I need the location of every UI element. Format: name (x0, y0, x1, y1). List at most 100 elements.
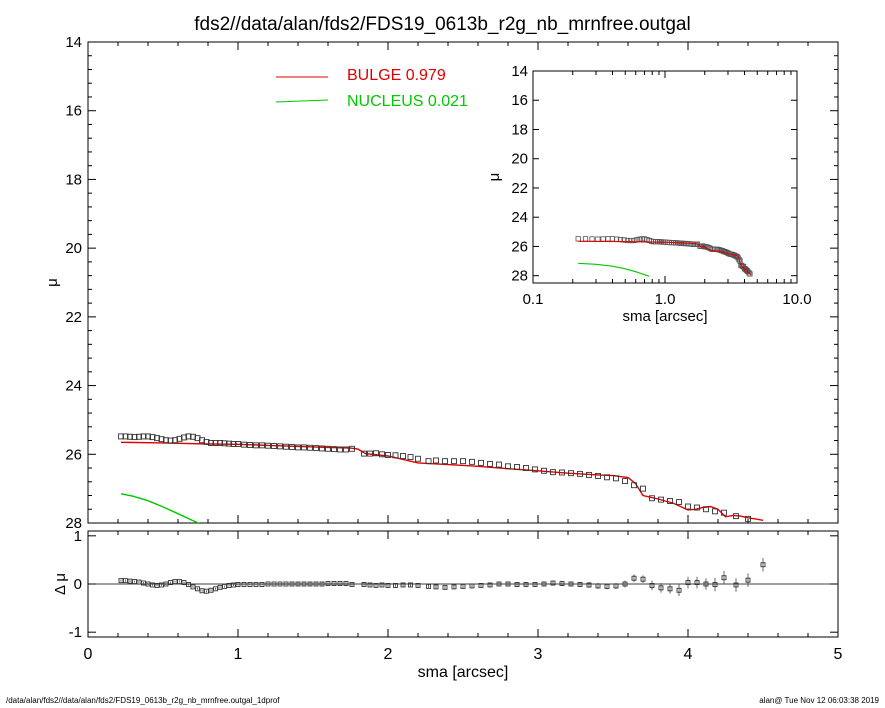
main-data-point (532, 466, 538, 473)
main-data-point (694, 504, 700, 511)
main-data-point (253, 442, 259, 449)
residual-data-point (595, 583, 601, 589)
residual-data-point (319, 581, 325, 587)
inset-y-axis-label: μ (486, 173, 503, 182)
main-data-point (172, 437, 178, 444)
inset-y-tick-label: 16 (511, 92, 528, 109)
residual-y-axis-label: Δ μ (52, 573, 69, 595)
residual-data-point (685, 580, 691, 586)
main-data-point (373, 450, 379, 457)
main-data-point (145, 433, 151, 440)
main-data-point (122, 433, 129, 440)
main-data-point (295, 444, 301, 451)
residual-data-point (604, 583, 610, 589)
inset-data-point (739, 263, 745, 269)
main-data-point (407, 454, 414, 460)
main-y-tick-label: 14 (65, 34, 82, 51)
main-data-point (685, 503, 691, 510)
main-data-point (425, 458, 432, 465)
residual-data-point (337, 581, 343, 586)
inset-y-tick-label: 18 (511, 121, 528, 138)
residual-data-point (247, 582, 253, 587)
residual-data-point (186, 582, 191, 587)
legend-label-nucleus: NUCLEUS 0.021 (347, 93, 468, 110)
residual-data-point (172, 579, 178, 585)
main-data-point (442, 458, 448, 465)
residual-data-point (408, 582, 413, 588)
legend-swatch-nucleus (275, 99, 329, 103)
main-data-point (221, 440, 228, 447)
main-data-point (568, 470, 574, 477)
main-data-point (203, 438, 210, 445)
residual-data-point (393, 582, 398, 588)
main-data-point (283, 443, 289, 450)
residual-data-point (667, 586, 673, 592)
residual-data-point (349, 582, 355, 587)
residual-data-point (231, 582, 236, 588)
main-data-point (595, 472, 601, 479)
inset-x-tick-label: 10.0 (782, 291, 811, 308)
main-data-point (176, 435, 183, 442)
residual-data-point (259, 582, 265, 587)
residual-data-point (622, 581, 628, 587)
residual-data-point (760, 562, 766, 568)
residual-data-point (159, 582, 164, 588)
main-data-point (367, 450, 373, 457)
residual-y-tick-label: -1 (69, 624, 82, 641)
main-y-tick-label: 24 (65, 378, 82, 395)
residual-data-point (721, 575, 727, 581)
residual-data-point (442, 584, 448, 590)
main-data-point (733, 513, 739, 520)
inset-y-tick-label: 28 (511, 268, 528, 285)
residual-data-point (177, 579, 182, 585)
inset-x-axis-label: sma [arcsec] (622, 308, 707, 325)
residual-data-point (505, 581, 511, 587)
main-data-point (613, 475, 619, 482)
main-data-point (703, 506, 709, 513)
residual-data-point (469, 583, 475, 589)
main-data-point (307, 444, 313, 451)
residual-data-point (523, 582, 529, 587)
residual-x-tick-label: 1 (234, 646, 243, 663)
main-data-point (127, 433, 133, 440)
residual-data-point (640, 576, 646, 582)
residual-data-point (541, 581, 547, 587)
main-y-tick-label: 22 (65, 309, 82, 326)
residual-data-point (307, 581, 313, 587)
residual-data-point (712, 582, 718, 587)
residual-x-tick-label: 4 (684, 646, 693, 663)
residual-data-point (145, 581, 151, 587)
residual-data-point (208, 587, 214, 593)
residual-data-point (150, 582, 155, 588)
main-data-point (712, 508, 718, 515)
residual-data-point (325, 581, 331, 586)
residual-data-point (295, 581, 301, 587)
residual-data-point (703, 581, 709, 587)
residual-data-point (190, 584, 196, 590)
residual-data-point (265, 581, 271, 587)
residual-data-point (277, 581, 283, 587)
main-y-tick-label: 20 (65, 240, 82, 257)
main-data-point (631, 482, 637, 489)
residual-data-point (141, 580, 146, 586)
residual-data-point (745, 577, 751, 583)
residual-data-point (400, 582, 406, 588)
main-data-point (505, 463, 511, 470)
main-data-point (301, 444, 307, 451)
main-data-point (167, 437, 174, 444)
main-data-point (181, 434, 187, 441)
residual-data-point (451, 584, 457, 590)
inset-data-point (575, 236, 581, 242)
main-data-point (319, 445, 325, 452)
main-data-point (469, 458, 475, 465)
main-data-point (265, 442, 271, 449)
main-data-point (241, 441, 247, 448)
main-data-point (379, 451, 385, 458)
main-data-point (235, 441, 241, 447)
main-data-point (313, 445, 319, 452)
main-data-point (208, 439, 214, 446)
residual-data-point (301, 581, 307, 587)
main-data-point (586, 471, 592, 478)
residual-data-point (132, 579, 137, 585)
main-data-point (259, 442, 265, 449)
